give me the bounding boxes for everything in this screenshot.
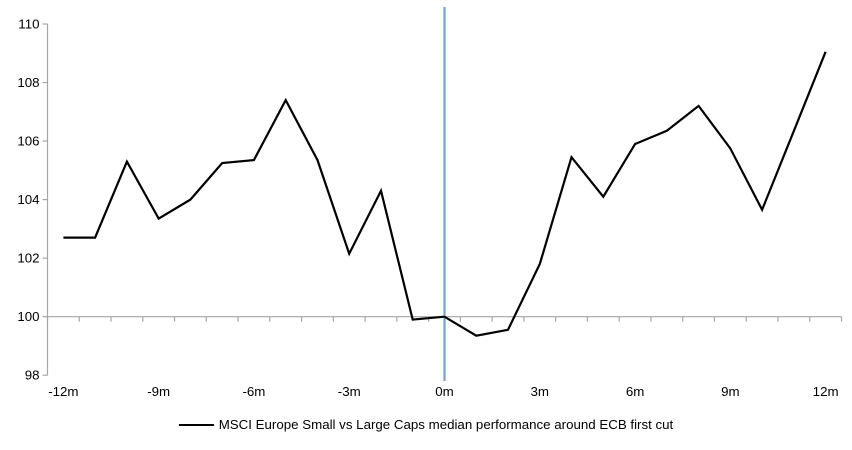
x-axis-tick-label: -3m xyxy=(338,384,361,399)
legend-line-swatch xyxy=(178,423,214,426)
y-axis-tick-label: 98 xyxy=(25,368,40,383)
x-axis-tick-label: 9m xyxy=(721,384,739,399)
y-axis-tick-label: 100 xyxy=(17,309,39,324)
legend-label: MSCI Europe Small vs Large Caps median p… xyxy=(218,417,674,432)
x-axis-tick-label: -12m xyxy=(48,384,78,399)
x-axis-tick-label: -6m xyxy=(242,384,265,399)
x-axis-tick-label: 6m xyxy=(626,384,644,399)
y-axis-tick-label: 104 xyxy=(17,192,39,207)
y-axis-tick-label: 110 xyxy=(18,17,39,32)
y-axis-tick-label: 102 xyxy=(17,251,39,266)
y-axis: 110 108 106 104 102 100 98 xyxy=(17,17,49,383)
x-axis-tick-label: 3m xyxy=(531,384,549,399)
chart-canvas: 110 108 106 104 102 100 98 -12m -9m -6m -3m 0m 3m 6m 9… xyxy=(17,7,843,399)
y-axis-tick-label: 108 xyxy=(17,75,39,90)
series-line xyxy=(63,51,827,337)
x-axis-tick-label: -9m xyxy=(147,384,170,399)
x-axis-tick-label: 0m xyxy=(435,384,453,399)
x-axis-tick-label: 12m xyxy=(813,384,839,399)
y-axis-tick-label: 106 xyxy=(17,134,39,149)
chart-legend: MSCI Europe Small vs Large Caps median p… xyxy=(0,418,852,431)
x-axis-labels: -12m -9m -6m -3m 0m 3m 6m 9m 12m xyxy=(48,384,838,399)
